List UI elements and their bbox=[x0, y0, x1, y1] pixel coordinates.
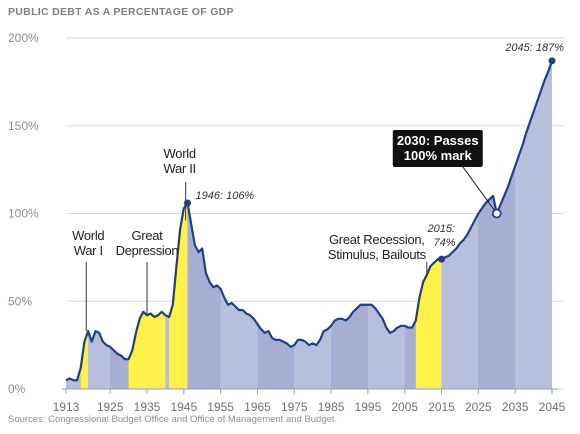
chart-title: PUBLIC DEBT AS A PERCENTAGE OF GDP bbox=[8, 6, 234, 18]
callout-box bbox=[392, 130, 483, 167]
decade-band bbox=[257, 324, 295, 389]
depression-label: Depression bbox=[116, 243, 179, 258]
x-tick-label: 2005 bbox=[391, 400, 418, 412]
x-tick-label: 1995 bbox=[355, 400, 382, 412]
y-tick-label: 50% bbox=[8, 294, 32, 308]
point-2015 bbox=[438, 255, 446, 263]
callout-label: 2030: Passes bbox=[397, 133, 479, 148]
label-2045: 2045: 187% bbox=[504, 42, 564, 54]
x-tick-label: 1925 bbox=[97, 400, 124, 412]
decade-band bbox=[331, 304, 368, 389]
highlight-period bbox=[415, 259, 442, 389]
wwii-label: World bbox=[164, 146, 196, 161]
x-tick-label: 1955 bbox=[207, 400, 234, 412]
callout-leader bbox=[460, 163, 498, 214]
point-1946 bbox=[184, 199, 191, 207]
y-tick-label: 150% bbox=[8, 119, 39, 133]
source-note: Sources: Congressional Budget Office and… bbox=[8, 414, 338, 425]
x-tick-label: 1935 bbox=[134, 400, 161, 412]
wwi-label: War I bbox=[74, 243, 103, 258]
decade-band bbox=[478, 166, 516, 389]
recession-label: Great Recession, bbox=[329, 232, 425, 247]
callout-label: 100% mark bbox=[404, 148, 473, 163]
highlight-areas bbox=[80, 202, 442, 389]
x-tick-label: 1985 bbox=[318, 400, 345, 412]
point-2030 bbox=[491, 208, 502, 219]
depression-label: Great bbox=[131, 228, 163, 243]
x-tick-label: 1965 bbox=[244, 400, 271, 412]
highlight-period bbox=[169, 202, 188, 389]
y-tick-label: 0% bbox=[8, 382, 26, 396]
x-tick-label: 1913 bbox=[53, 400, 80, 412]
label-2015-value: 74% bbox=[434, 237, 456, 249]
wwii-label: War II bbox=[163, 161, 195, 176]
label-1946: 1946: 106% bbox=[196, 190, 255, 202]
highlight-period bbox=[80, 331, 89, 389]
label-2015: 2015: bbox=[427, 223, 456, 235]
x-tick-label: 2025 bbox=[465, 400, 492, 412]
highlight-period bbox=[128, 311, 166, 389]
axis-ticks: 0% 50% 100% 150% 200% 1913 1925 1935 1945 1955 196… bbox=[8, 31, 566, 412]
decade-band bbox=[183, 202, 221, 389]
y-tick-label: 200% bbox=[8, 31, 39, 45]
wwi-label: World bbox=[72, 228, 104, 243]
x-tick-label: 2045 bbox=[539, 400, 566, 412]
debt-chart: 0% 50% 100% 150% 200% 1913 1925 1935 1945 1955 196… bbox=[8, 31, 566, 412]
x-tick-label: 1975 bbox=[281, 400, 308, 412]
x-tick-label: 2035 bbox=[502, 400, 529, 412]
x-tick-label: 1945 bbox=[170, 400, 197, 412]
recession-label: Stimulus, Bailouts bbox=[328, 247, 427, 262]
point-2045 bbox=[548, 57, 556, 65]
x-tick-label: 2015 bbox=[428, 400, 455, 412]
y-tick-label: 100% bbox=[8, 207, 39, 221]
